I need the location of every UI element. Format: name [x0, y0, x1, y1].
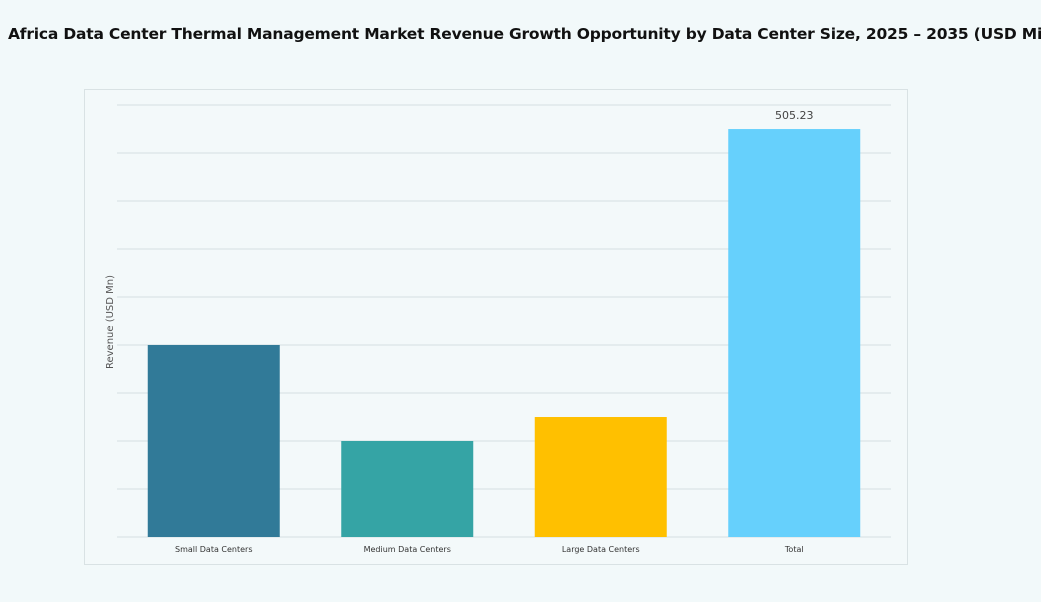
labels: Small Data Centers Medium Data Centers Lar…: [175, 109, 814, 554]
data-label: 505.23: [775, 109, 814, 122]
x-tick-label: Small Data Centers: [175, 545, 253, 554]
x-tick-label: Large Data Centers: [562, 545, 640, 554]
x-tick-label: Total: [784, 545, 804, 554]
x-tick-label: Medium Data Centers: [364, 545, 451, 554]
chart-title: Africa Data Center Thermal Management Ma…: [8, 25, 1041, 43]
y-axis-label: Revenue (USD Mn): [105, 275, 116, 369]
bars: [147, 129, 861, 537]
bar-small-data-centers: [147, 344, 280, 537]
bar-large-data-centers: [534, 417, 667, 537]
bar-medium-data-centers: [341, 440, 474, 537]
bar-total: [728, 129, 861, 537]
